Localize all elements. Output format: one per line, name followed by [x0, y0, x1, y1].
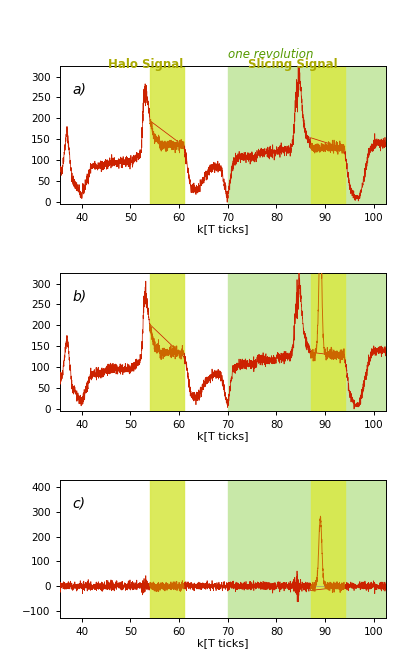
Bar [150, 480, 184, 618]
Bar [228, 273, 398, 411]
Bar [228, 480, 398, 618]
Bar [310, 66, 345, 204]
Text: Slicing Signal: Slicing Signal [248, 58, 338, 71]
Bar [150, 273, 184, 411]
Bar [310, 273, 345, 411]
Text: Halo Signal: Halo Signal [107, 58, 183, 71]
X-axis label: k[T ticks]: k[T ticks] [197, 432, 249, 442]
Text: c): c) [73, 496, 86, 510]
Bar [310, 480, 345, 618]
Text: a): a) [73, 83, 87, 97]
X-axis label: k[T ticks]: k[T ticks] [197, 225, 249, 235]
Bar [150, 66, 184, 204]
X-axis label: k[T ticks]: k[T ticks] [197, 639, 249, 648]
Bar [228, 66, 398, 204]
Text: b): b) [73, 290, 87, 303]
Text: one revolution: one revolution [228, 48, 313, 61]
